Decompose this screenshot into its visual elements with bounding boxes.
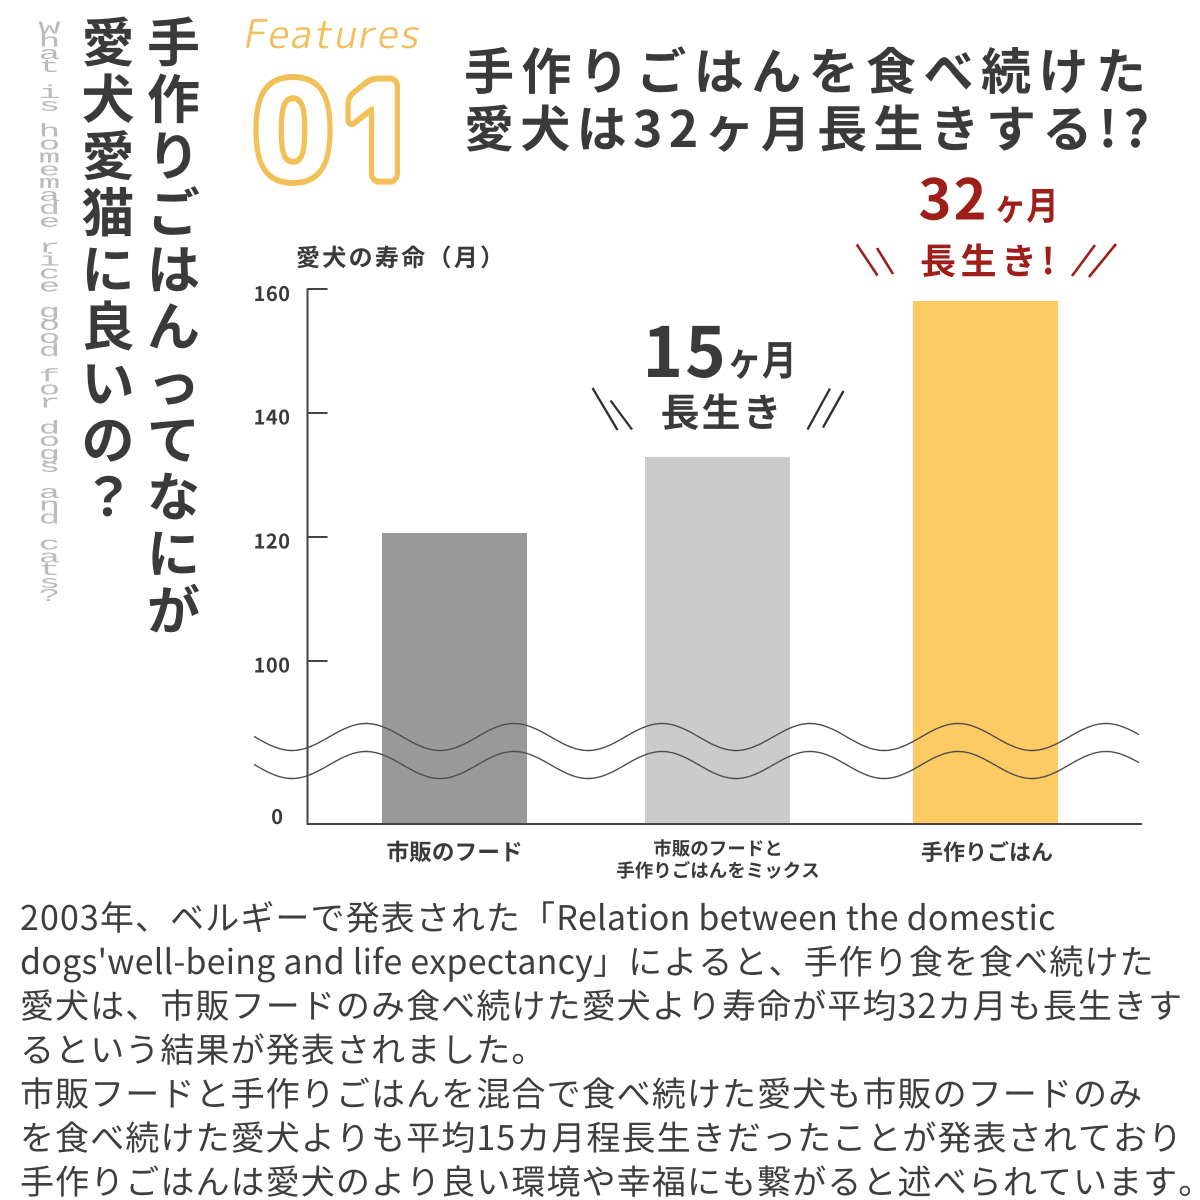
svg-text:o: o: [39, 431, 61, 452]
svg-text:f: f: [39, 366, 61, 387]
svg-text:s: s: [39, 573, 61, 594]
svg-text:o: o: [39, 327, 61, 348]
svg-text:g: g: [39, 444, 61, 465]
svg-text:c: c: [39, 263, 61, 284]
svg-text:m: m: [39, 147, 61, 168]
svg-text:t: t: [39, 560, 61, 581]
svg-text:e: e: [39, 276, 61, 297]
svg-text:?: ?: [39, 585, 61, 606]
svg-text:h: h: [39, 121, 61, 142]
svg-text:i: i: [39, 250, 61, 271]
svg-text:a: a: [39, 547, 61, 568]
svg-text:d: d: [39, 198, 61, 219]
svg-text:o: o: [39, 379, 61, 400]
svg-text:o: o: [39, 134, 61, 155]
svg-text:o: o: [39, 315, 61, 336]
svg-text:c: c: [39, 534, 61, 555]
svg-text:e: e: [39, 160, 61, 181]
svg-text:d: d: [39, 340, 61, 361]
svg-text:a: a: [39, 482, 61, 503]
svg-text:n: n: [39, 495, 61, 516]
svg-text:h: h: [39, 31, 61, 52]
svg-text:r: r: [39, 392, 61, 413]
svg-text:a: a: [39, 44, 61, 65]
svg-text:r: r: [39, 237, 61, 258]
svg-text:d: d: [39, 508, 61, 529]
svg-text:s: s: [39, 456, 61, 477]
svg-text:d: d: [39, 418, 61, 439]
svg-text:g: g: [39, 302, 61, 323]
svg-text:i: i: [39, 82, 61, 103]
svg-text:m: m: [39, 173, 61, 194]
svg-text:a: a: [39, 186, 61, 207]
svg-text:t: t: [39, 57, 61, 78]
svg-text:s: s: [39, 95, 61, 116]
svg-text:W: W: [39, 18, 62, 39]
svg-text:e: e: [39, 211, 61, 232]
